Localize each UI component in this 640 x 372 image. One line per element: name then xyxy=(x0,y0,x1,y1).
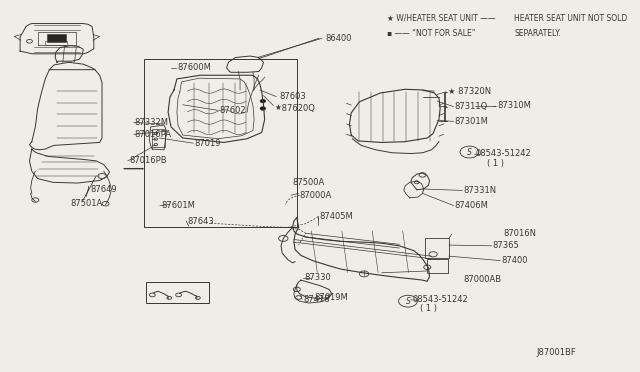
Text: ▪ —— “NOT FOR SALE”: ▪ —— “NOT FOR SALE” xyxy=(387,29,476,38)
Text: 87406M: 87406M xyxy=(455,201,488,210)
Bar xyxy=(152,129,164,147)
Text: 87000A: 87000A xyxy=(300,191,332,200)
Text: ★ W/HEATER SEAT UNIT ——: ★ W/HEATER SEAT UNIT —— xyxy=(387,13,496,22)
Text: 87649: 87649 xyxy=(90,185,117,194)
Text: ★: ★ xyxy=(275,103,282,112)
Text: ★ 87320N: ★ 87320N xyxy=(448,87,491,96)
Text: 87418: 87418 xyxy=(303,295,330,304)
Text: 87311Q: 87311Q xyxy=(455,102,488,111)
Bar xyxy=(428,259,448,273)
Text: 87016PB: 87016PB xyxy=(129,156,166,166)
Bar xyxy=(426,238,449,258)
Bar xyxy=(45,41,67,45)
Text: S: S xyxy=(467,148,472,157)
Text: 08543-51242: 08543-51242 xyxy=(412,295,468,304)
Text: 87501A: 87501A xyxy=(70,199,102,208)
Text: 87330: 87330 xyxy=(305,273,331,282)
Text: 87643: 87643 xyxy=(188,217,214,225)
Text: 87000AB: 87000AB xyxy=(463,275,502,283)
Text: 87600M: 87600M xyxy=(177,63,211,72)
Text: J87001BF: J87001BF xyxy=(536,348,576,357)
Bar xyxy=(47,34,66,42)
Text: 87500A: 87500A xyxy=(292,178,324,187)
Text: 08543-51242: 08543-51242 xyxy=(476,150,531,158)
Circle shape xyxy=(260,107,266,110)
Text: 87301M: 87301M xyxy=(455,117,488,126)
Text: ( 1 ): ( 1 ) xyxy=(420,304,436,313)
Text: HEATER SEAT UNIT NOT SOLD: HEATER SEAT UNIT NOT SOLD xyxy=(515,13,628,22)
Text: 87603: 87603 xyxy=(279,92,306,101)
Text: 87016N: 87016N xyxy=(503,230,536,238)
Text: SEPARATELY.: SEPARATELY. xyxy=(515,29,561,38)
Bar xyxy=(146,282,209,304)
Text: 87016PA: 87016PA xyxy=(135,130,172,139)
Text: 87620Q: 87620Q xyxy=(279,104,315,113)
Text: 87310M: 87310M xyxy=(497,101,531,110)
Text: 87601M: 87601M xyxy=(161,201,195,210)
Text: 87405M: 87405M xyxy=(319,212,353,221)
Text: 87019M: 87019M xyxy=(314,294,348,302)
Text: 87331N: 87331N xyxy=(463,186,497,195)
Text: S: S xyxy=(406,297,410,306)
Text: 87400: 87400 xyxy=(502,256,528,265)
Text: 86400: 86400 xyxy=(325,34,351,43)
Bar xyxy=(143,59,297,227)
Text: 87602: 87602 xyxy=(219,106,246,115)
Text: 87332M: 87332M xyxy=(135,118,169,127)
Text: ( 1 ): ( 1 ) xyxy=(487,159,504,169)
Text: 87365: 87365 xyxy=(493,241,520,250)
Text: 87019: 87019 xyxy=(195,139,221,148)
Circle shape xyxy=(260,99,266,103)
